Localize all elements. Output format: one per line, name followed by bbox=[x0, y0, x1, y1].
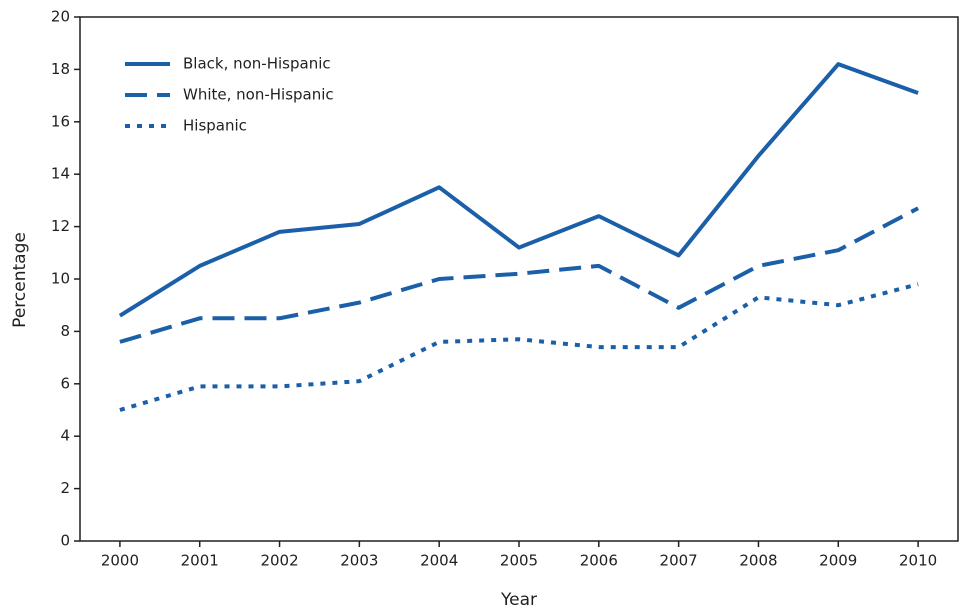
y-tick-label: 4 bbox=[60, 427, 70, 445]
y-tick-label: 6 bbox=[60, 374, 70, 392]
y-tick-label: 20 bbox=[51, 8, 70, 26]
x-tick-label: 2006 bbox=[580, 552, 618, 570]
legend-label: White, non-Hispanic bbox=[183, 86, 334, 104]
legend-label: Hispanic bbox=[183, 117, 247, 135]
x-tick-label: 2005 bbox=[500, 552, 538, 570]
x-tick-label: 2000 bbox=[101, 552, 139, 570]
y-tick-label: 0 bbox=[60, 532, 70, 550]
series-line bbox=[119, 206, 920, 344]
x-tick-label: 2002 bbox=[260, 552, 298, 570]
y-tick-label: 12 bbox=[51, 217, 70, 235]
series-line bbox=[119, 282, 919, 412]
series-line bbox=[118, 62, 919, 318]
x-tick-label: 2008 bbox=[739, 552, 777, 570]
y-axis-title: Percentage bbox=[10, 232, 30, 328]
y-tick-label: 14 bbox=[51, 165, 70, 183]
legend-label: Black, non-Hispanic bbox=[183, 55, 331, 73]
x-tick-label: 2003 bbox=[340, 552, 378, 570]
y-tick-label: 2 bbox=[60, 479, 70, 497]
x-tick-label: 2007 bbox=[660, 552, 698, 570]
x-tick-label: 2010 bbox=[899, 552, 937, 570]
x-tick-label: 2004 bbox=[420, 552, 458, 570]
y-tick-label: 10 bbox=[51, 270, 70, 288]
x-axis-title: Year bbox=[500, 590, 537, 610]
y-tick-label: 8 bbox=[60, 322, 70, 340]
x-tick-label: 2009 bbox=[819, 552, 857, 570]
y-tick-label: 16 bbox=[51, 112, 70, 130]
x-tick-label: 2001 bbox=[181, 552, 219, 570]
y-tick-label: 18 bbox=[51, 60, 70, 78]
